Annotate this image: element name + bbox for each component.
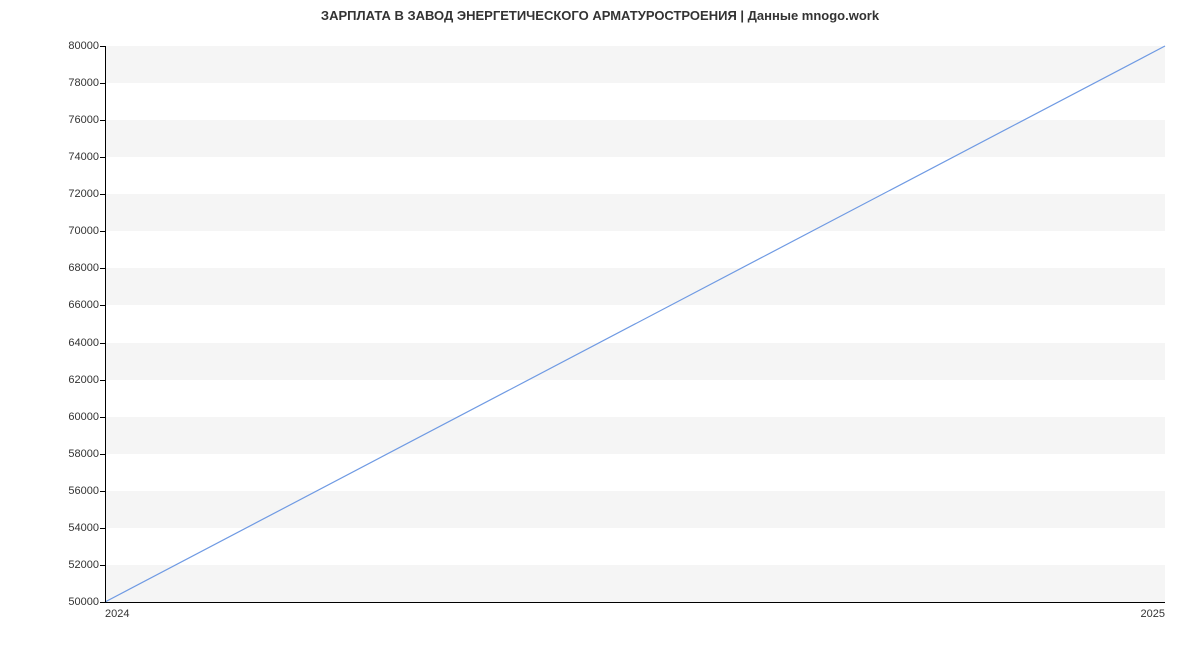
series-line	[105, 46, 1165, 602]
x-tick-label: 2025	[1141, 602, 1165, 620]
y-axis-line	[105, 46, 106, 602]
plot-area: 5000052000540005600058000600006200064000…	[105, 46, 1165, 602]
x-axis-line	[105, 602, 1165, 603]
line-layer	[105, 46, 1165, 602]
x-tick-label: 2024	[105, 602, 129, 620]
chart-container: ЗАРПЛАТА В ЗАВОД ЭНЕРГЕТИЧЕСКОГО АРМАТУР…	[0, 0, 1200, 650]
chart-title: ЗАРПЛАТА В ЗАВОД ЭНЕРГЕТИЧЕСКОГО АРМАТУР…	[0, 8, 1200, 23]
